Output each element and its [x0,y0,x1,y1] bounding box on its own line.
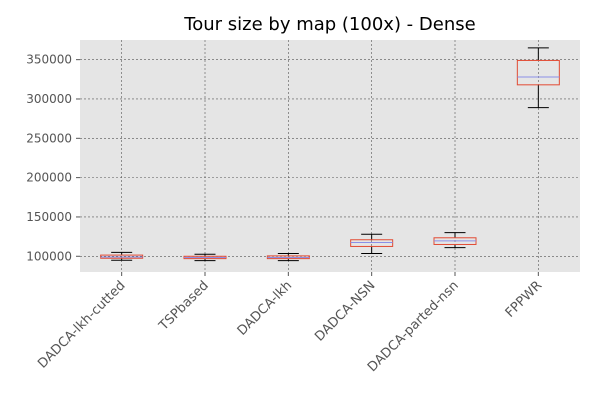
x-tick-label: DADCA-parted-nsn [365,278,462,375]
x-axis: DADCA-lkh-cutted TSPbased DADCA-lkh DADCA-N… [35,272,545,375]
y-tick-label: 150000 [26,210,72,224]
box-dadca-lkh-cutted [100,251,144,261]
y-tick-label: 350000 [26,53,72,67]
y-axis: 100000 150000 200000 250000 300000 350000 [26,53,80,263]
y-tick-label: 200000 [26,171,72,185]
y-tick-label: 100000 [26,249,72,263]
y-tick-label: 300000 [26,92,72,106]
box-tspbased [183,253,227,262]
box-series [100,47,560,262]
y-tick-label: 250000 [26,131,72,145]
box-dadca-parted-nsn [433,232,477,249]
plot-area [80,40,580,272]
x-tick-label: TSPbased [156,278,212,334]
x-tick-label: DADCA-lkh-cutted [35,278,128,371]
iqr-box [516,59,560,86]
box-dadca-lkh [266,253,310,262]
iqr-box [350,239,394,247]
grid-lines [80,40,580,272]
chart-title: Tour size by map (100x) - Dense [183,14,475,35]
box-fppwr [516,47,560,109]
x-tick-label: FPPWR [503,278,545,320]
box-dadca-nsn [350,233,394,255]
x-tick-label: DADCA-lkh [235,278,295,338]
x-tick-label: DADCA-NSN [312,278,378,344]
